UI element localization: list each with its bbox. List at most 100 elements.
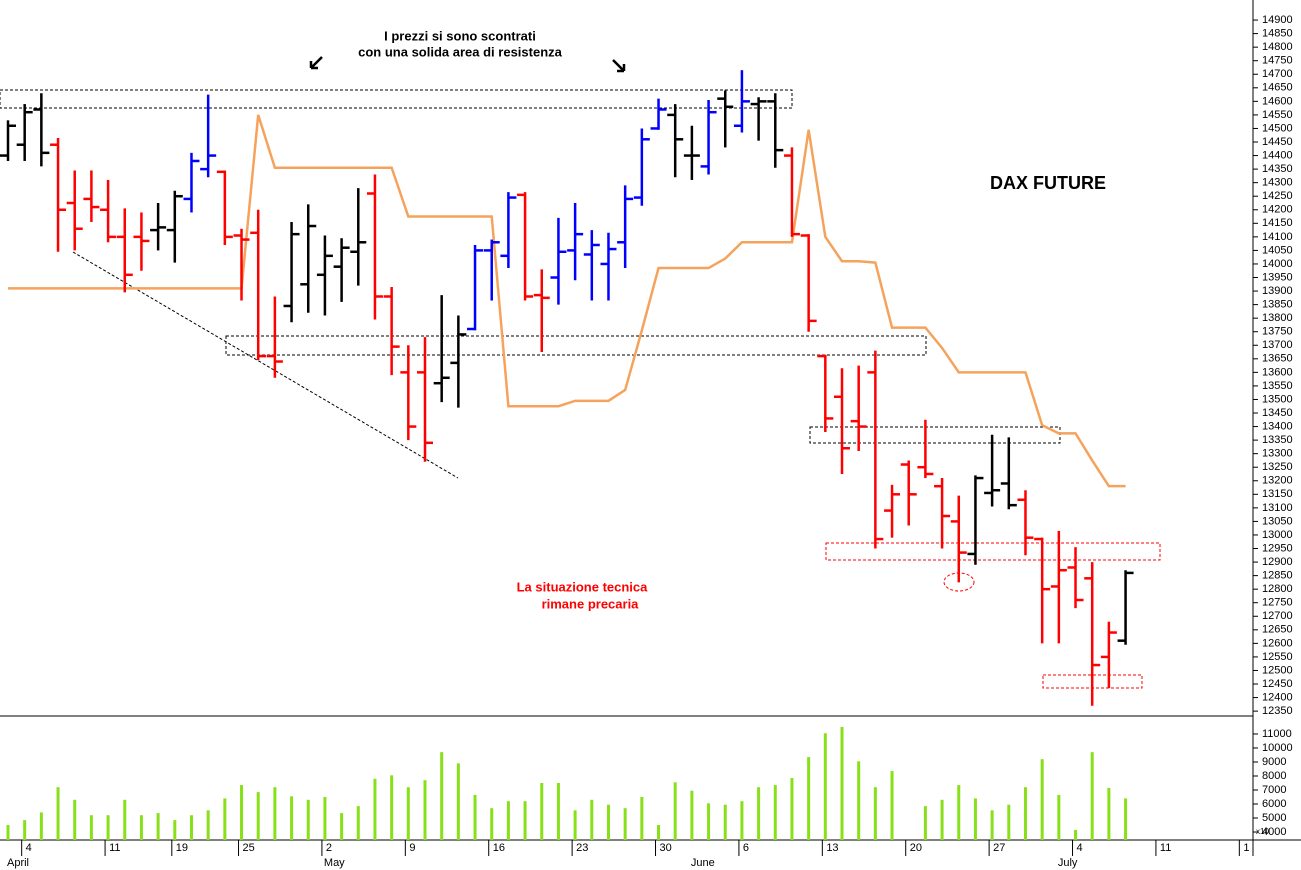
y2-tick-label: 7000 [1262,784,1286,796]
volume-bar [173,820,177,840]
y-tick-label: 13100 [1262,502,1293,514]
volume-bar [540,782,544,840]
volume-bar [223,798,227,840]
volume-bar [673,782,677,840]
y-tick-label: 14050 [1262,244,1293,256]
resistance-zone [809,426,1061,444]
volume-bar [473,794,477,840]
resistance-zone [0,89,793,109]
y-tick-label: 13350 [1262,434,1293,446]
y2-tick-label: 9000 [1262,756,1286,768]
y-tick-label: 12750 [1262,597,1293,609]
y-tick-label: 14150 [1262,217,1293,229]
y-tick-label: 13400 [1262,420,1293,432]
volume-bar [1023,787,1027,840]
y-tick-label: 12850 [1262,570,1293,582]
y-tick-label: 14600 [1262,95,1293,107]
y-tick-label: 14450 [1262,136,1293,148]
month-label: May [324,857,345,869]
x-tick-label: 4 [1077,842,1083,854]
month-label: July [1058,857,1078,869]
volume-bar [690,790,694,840]
y-tick-label: 14400 [1262,149,1293,161]
y-tick-label: 12600 [1262,637,1293,649]
y-tick-label: 14350 [1262,163,1293,175]
volume-bar [356,806,360,840]
volume-bar [573,810,577,840]
volume-bar [23,820,27,840]
y-tick-label: 14700 [1262,68,1293,80]
y-tick-label: 13550 [1262,380,1293,392]
volume-bar [390,775,394,840]
volume-bar [707,803,711,840]
x-tick-label: 27 [993,842,1005,854]
volume-bar [973,798,977,840]
x-tick-label: 19 [176,842,188,854]
y-tick-label: 13150 [1262,488,1293,500]
volume-bar [873,787,877,840]
y-tick-label: 12500 [1262,664,1293,676]
y-tick-label: 13750 [1262,326,1293,338]
volume-bar [273,787,277,840]
drawings [0,56,1161,689]
volume-bar [1057,794,1061,840]
volume-bar [340,813,344,840]
x-tick-label: 2 [326,842,332,854]
volume-bar [506,801,510,840]
y-tick-label: 13300 [1262,448,1293,460]
y-tick-label: 12400 [1262,691,1293,703]
y-tick-label: 14500 [1262,122,1293,134]
chart-title: DAX FUTURE [990,173,1106,193]
volume-bar [957,785,961,840]
y-tick-label: 13850 [1262,299,1293,311]
y-tick-label: 13700 [1262,339,1293,351]
y-tick-label: 14550 [1262,109,1293,121]
volume-bar [406,787,410,840]
volume-bar [1124,798,1128,840]
arrow [612,59,626,73]
volume-bar [290,796,294,840]
volume-bar [56,787,60,840]
volume-bar [139,815,143,840]
y-tick-label: 14800 [1262,41,1293,53]
indicator-line [8,114,1126,488]
y-tick-label: 12950 [1262,542,1293,554]
volume-bar [823,733,827,840]
volume-bar [206,810,210,840]
volume-bar [1090,752,1094,840]
y-tick-label: 12700 [1262,610,1293,622]
volume-bar [323,796,327,840]
x-tick-label: 23 [576,842,588,854]
volume-bar [740,801,744,840]
volume-bar [923,806,927,840]
y2-tick-label: 11000 [1262,728,1292,740]
volume-bar [790,778,794,840]
volume-bar [773,785,777,840]
volume-bar [606,804,610,840]
y-tick-label: 14200 [1262,204,1293,216]
y-tick-label: 14750 [1262,55,1293,67]
y-tick-label: 13450 [1262,407,1293,419]
annotation: con una solida area di resistenza [358,44,563,59]
y2-tick-label: 5000 [1262,812,1286,824]
volume-bar [440,752,444,840]
y-tick-label: 12350 [1262,705,1293,717]
volume-bar [1107,787,1111,840]
x-tick-label: 11 [109,842,120,854]
month-label: June [691,857,715,869]
x-tick-label: 30 [660,842,672,854]
volume-bar [807,757,811,840]
volume-bar [757,787,761,840]
annotation: La situazione tecnica [517,579,649,594]
y-tick-label: 14100 [1262,231,1293,243]
volume-bar [590,799,594,840]
y-tick-label: 14300 [1262,177,1293,189]
volume-bar [373,778,377,840]
volume-bar [1074,829,1078,840]
y-tick-label: 13600 [1262,366,1293,378]
volume-bar [39,812,43,840]
y2-tick-label: 10000 [1262,742,1293,754]
y-tick-label: 12800 [1262,583,1293,595]
trend-line [72,251,459,479]
